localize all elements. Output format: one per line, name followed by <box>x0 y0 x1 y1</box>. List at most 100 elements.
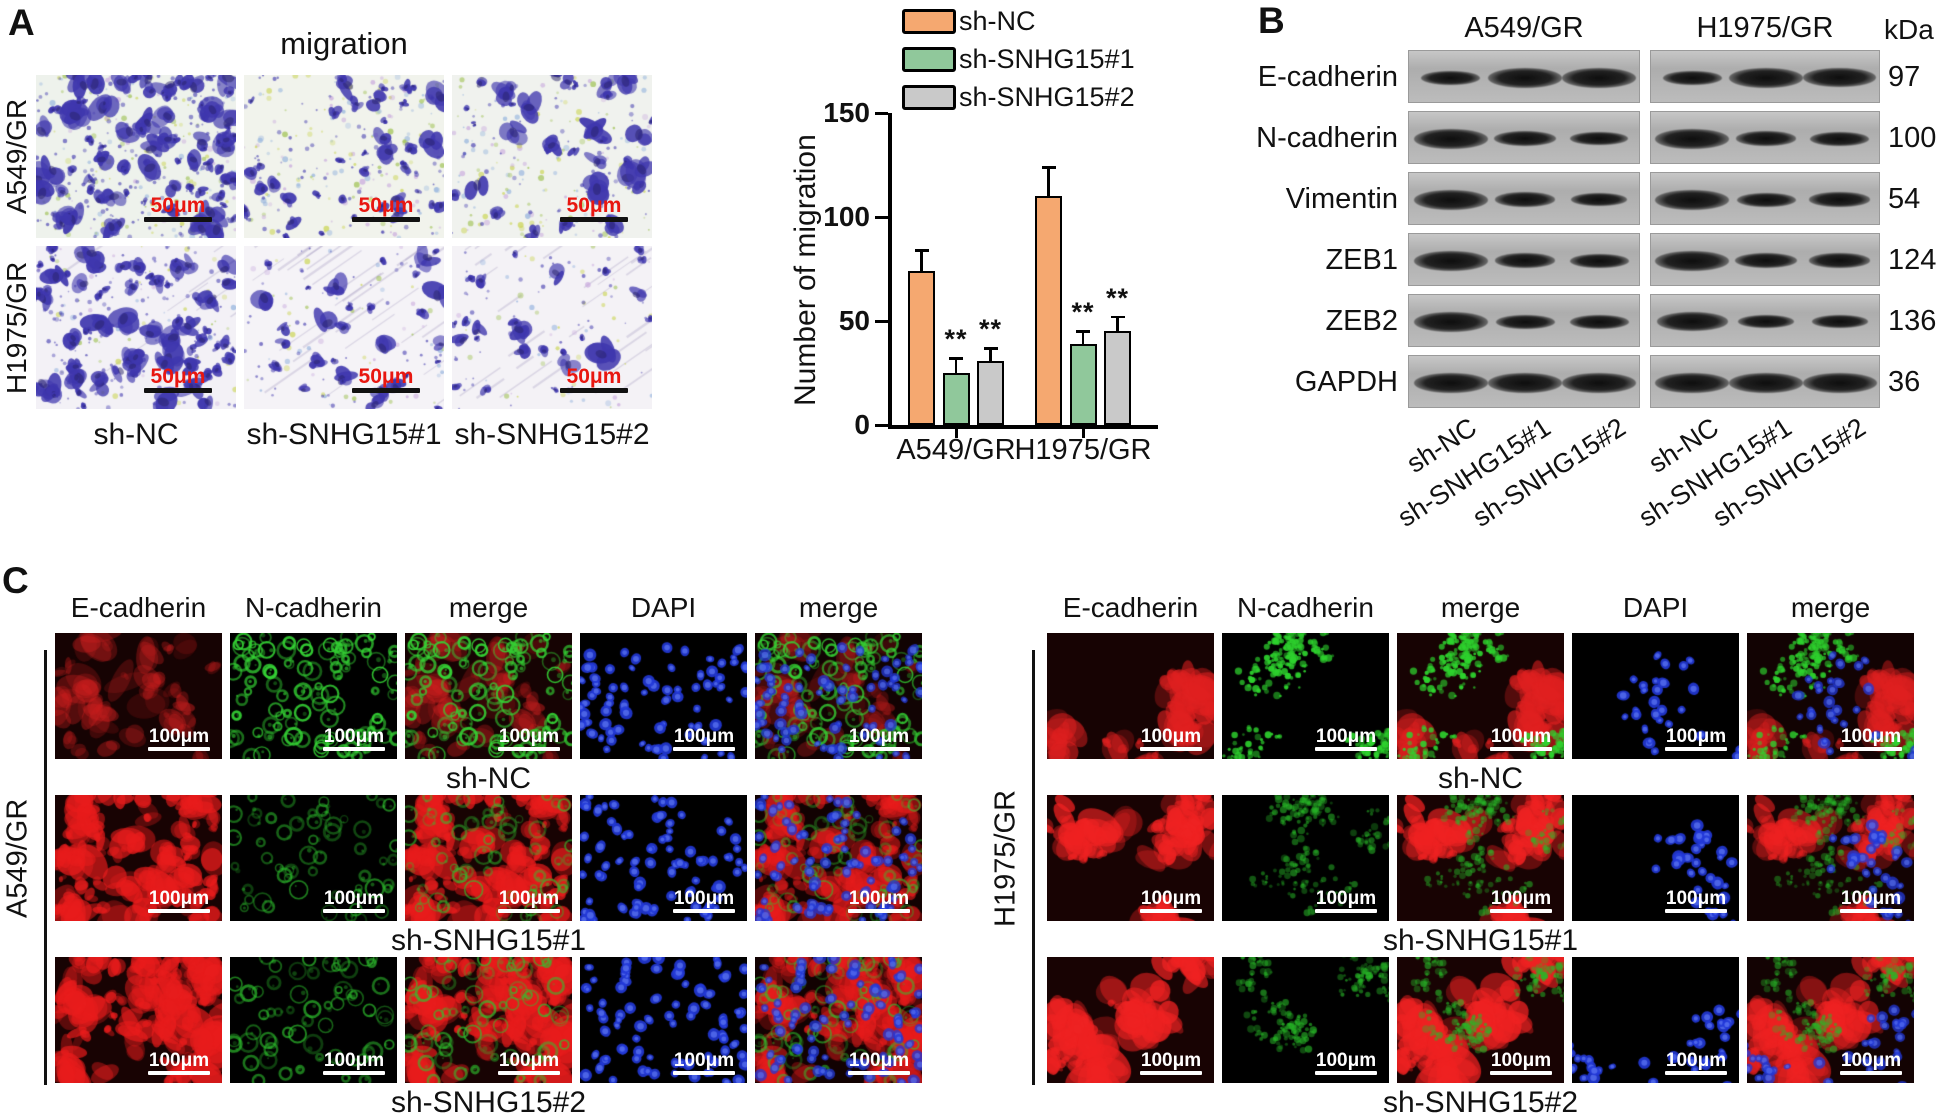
panel-c-label: C <box>2 560 29 601</box>
y-tick-mark-100 <box>875 215 888 219</box>
scale-bar: 100μm <box>848 727 910 751</box>
if-image-A549/GR-sh-SNHG15#1-N-cadherin-1: 100μm <box>230 795 397 921</box>
scale-bar: 100μm <box>148 727 210 751</box>
protein-label-N-cadherin: N-cadherin <box>1256 122 1398 154</box>
scale-bar-label: 100μm <box>673 1050 735 1071</box>
scale-bar-line <box>1665 909 1727 913</box>
kda-value-54: 54 <box>1888 183 1921 215</box>
micrograph-H1975/GR-sh-SNHG15#2: 50μm <box>452 246 652 409</box>
scale-bar-label: 100μm <box>848 726 910 747</box>
if-image-A549/GR-sh-SNHG15#2-merge-4: 100μm <box>755 957 922 1083</box>
blot-band <box>1570 131 1628 146</box>
scale-bar-line <box>148 747 210 751</box>
significance-marker: ** <box>944 324 968 355</box>
scale-bar: 100μm <box>1490 727 1552 751</box>
micrograph-image <box>36 246 236 409</box>
blot-band <box>1413 250 1488 271</box>
blot-band <box>1729 372 1803 393</box>
x-tick-mark-A549/GR <box>954 428 958 438</box>
error-bar-cap <box>949 357 963 360</box>
panel-c-col-header-N-cadherin-1: N-cadherin <box>1237 592 1374 623</box>
scale-bar: 100μm <box>673 1051 735 1075</box>
if-image-canvas <box>405 957 572 1083</box>
scale-bar-label: 50μm <box>358 194 414 217</box>
blot-band <box>1413 189 1488 210</box>
blot-band <box>1809 253 1870 268</box>
scale-bar-line <box>148 1071 210 1075</box>
error-bar <box>1047 167 1050 207</box>
scale-bar: 100μm <box>1490 889 1552 913</box>
scale-bar-line <box>352 217 420 222</box>
panel-c-col-header-DAPI-0: DAPI <box>630 592 697 623</box>
if-image-canvas <box>1047 957 1214 1083</box>
error-bar-cap <box>1110 315 1125 319</box>
scale-bar: 100μm <box>498 889 560 913</box>
panel-a-row-label-H1975/GR: H1975/GR <box>1 261 32 394</box>
blot-band <box>1736 192 1796 207</box>
scale-bar-label: 100μm <box>1665 726 1727 747</box>
panel-a-title: migration <box>280 26 408 61</box>
blot-band <box>1735 252 1797 269</box>
scale-bar: 50μm <box>352 195 420 222</box>
error-bar-cap <box>983 347 998 350</box>
panel-c-row-label-H1975/GR-sh-NC: sh-NC <box>1437 762 1523 795</box>
micrograph-image <box>452 246 652 409</box>
scale-bar: 100μm <box>323 727 385 751</box>
if-image-H1975/GR-sh-NC-merge-2: 100μm <box>1397 633 1564 759</box>
y-tick-label-100: 100 <box>823 201 870 232</box>
scale-bar-line <box>1140 1071 1202 1075</box>
if-image-canvas <box>1397 795 1564 921</box>
blot-band <box>1569 253 1629 268</box>
micrograph-image <box>244 75 444 238</box>
scale-bar-label: 100μm <box>673 888 735 909</box>
kda-value-136: 136 <box>1888 305 1937 337</box>
if-image-H1975/GR-sh-NC-DAPI-3: 100μm <box>1572 633 1739 759</box>
if-image-canvas <box>55 795 222 921</box>
blot-band <box>1413 128 1488 149</box>
if-image-A549/GR-sh-SNHG15#2-DAPI-3: 100μm <box>580 957 747 1083</box>
panel-c-col-header-merge-1: merge <box>1440 592 1521 623</box>
bar-sh-SNHG15#2-A549/GR <box>977 360 1004 425</box>
scale-bar-line <box>673 909 735 913</box>
panel-c-bracket-line <box>44 650 47 1085</box>
scale-bar-line <box>1140 747 1202 751</box>
if-image-canvas <box>405 795 572 921</box>
panel-c-row-label-H1975/GR-sh-SNHG15#1: sh-SNHG15#1 <box>1382 924 1579 957</box>
bar-sh-SNHG15#2-H1975/GR <box>1104 331 1131 425</box>
legend-item-sh-SNHG15#2: sh-SNHG15#2 <box>902 82 1135 113</box>
scale-bar-line <box>1840 909 1902 913</box>
scale-bar-line <box>323 1071 385 1075</box>
if-image-canvas <box>1222 795 1389 921</box>
scale-bar-label: 100μm <box>1840 888 1902 909</box>
scale-bar: 100μm <box>1140 727 1202 751</box>
if-image-A549/GR-sh-SNHG15#1-merge-2: 100μm <box>405 795 572 921</box>
if-image-A549/GR-sh-NC-DAPI-3: 100μm <box>580 633 747 759</box>
bar-sh-NC-A549/GR <box>908 271 935 425</box>
protein-label-Vimentin: Vimentin <box>1285 183 1398 215</box>
if-image-canvas <box>55 957 222 1083</box>
panel-a-col-label-sh-SNHG15#2: sh-SNHG15#2 <box>454 418 650 451</box>
panel-c-col-header-merge-1: merge <box>1790 592 1871 623</box>
scale-bar-label: 100μm <box>1665 888 1727 909</box>
scale-bar-label: 100μm <box>1140 726 1202 747</box>
scale-bar-line <box>498 909 560 913</box>
if-image-canvas <box>230 957 397 1083</box>
error-bar <box>920 250 923 282</box>
if-image-A549/GR-sh-SNHG15#2-N-cadherin-1: 100μm <box>230 957 397 1083</box>
y-tick-label-0: 0 <box>854 409 870 440</box>
scale-bar-label: 100μm <box>1490 1050 1552 1071</box>
blot-band <box>1569 314 1629 329</box>
micrograph-A549/GR-sh-SNHG15#1: 50μm <box>244 75 444 238</box>
scale-bar-line <box>560 388 628 393</box>
blot-strip-N-cadherin-H1975/GR <box>1650 111 1880 164</box>
if-image-canvas <box>55 633 222 759</box>
blot-strip-N-cadherin-A549/GR <box>1408 111 1640 164</box>
scale-bar: 100μm <box>1665 1051 1727 1075</box>
if-image-canvas <box>1572 633 1739 759</box>
error-bar <box>989 348 992 371</box>
scale-bar-line <box>144 217 212 222</box>
scale-bar-line <box>673 747 735 751</box>
if-image-A549/GR-sh-NC-merge-4: 100μm <box>755 633 922 759</box>
scale-bar-label: 100μm <box>848 888 910 909</box>
